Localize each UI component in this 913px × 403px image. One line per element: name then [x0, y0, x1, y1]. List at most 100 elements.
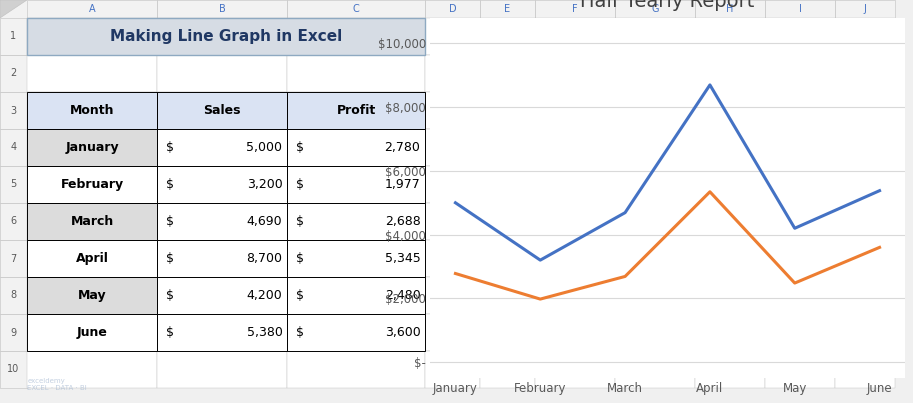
Bar: [0, 0, 835, 18]
Bar: [287, 129, 425, 166]
Bar: [157, 314, 287, 351]
Bar: [27, 240, 157, 277]
Text: $: $: [166, 178, 174, 191]
Bar: [535, 55, 615, 92]
Sales: [535, 258, 546, 262]
Text: 5,380: 5,380: [247, 326, 282, 339]
Bar: [27, 277, 157, 314]
Bar: [0, 55, 27, 92]
Bar: [835, 92, 895, 129]
Text: 5,000: 5,000: [247, 141, 282, 154]
Bar: [835, 55, 895, 92]
Bar: [695, 277, 765, 314]
Bar: [535, 92, 615, 129]
Bar: [535, 18, 615, 55]
Bar: [157, 92, 287, 129]
Bar: [615, 314, 695, 351]
Bar: [27, 240, 157, 277]
Bar: [157, 129, 287, 166]
Bar: [287, 0, 425, 18]
Bar: [287, 240, 425, 277]
Bar: [425, 351, 480, 388]
Bar: [615, 203, 695, 240]
Text: Sales: Sales: [204, 104, 241, 117]
Bar: [157, 203, 287, 240]
Text: F: F: [572, 4, 578, 14]
Bar: [765, 0, 835, 18]
Bar: [0, 166, 27, 203]
Bar: [695, 166, 765, 203]
Profit: [705, 189, 716, 194]
Bar: [287, 55, 425, 92]
Bar: [695, 351, 765, 388]
Text: 4,690: 4,690: [247, 215, 282, 228]
Bar: [425, 0, 480, 18]
Bar: [287, 92, 425, 129]
Text: E: E: [505, 4, 510, 14]
Text: June: June: [77, 326, 108, 339]
Bar: [425, 55, 480, 92]
Bar: [480, 92, 535, 129]
Bar: [835, 0, 895, 18]
Text: $: $: [296, 326, 304, 339]
Bar: [695, 314, 765, 351]
Bar: [695, 55, 765, 92]
Text: $: $: [296, 141, 304, 154]
Bar: [287, 166, 425, 203]
Bar: [535, 277, 615, 314]
Bar: [157, 92, 287, 129]
Bar: [27, 314, 157, 351]
Bar: [0, 92, 27, 129]
Text: May: May: [78, 289, 106, 302]
Bar: [765, 240, 835, 277]
Bar: [27, 18, 157, 55]
Bar: [695, 203, 765, 240]
Sales: [874, 188, 885, 193]
Bar: [157, 0, 287, 18]
Text: 1: 1: [10, 31, 16, 42]
Bar: [425, 314, 480, 351]
Bar: [287, 18, 425, 55]
Text: 3,600: 3,600: [384, 326, 420, 339]
Bar: [480, 277, 535, 314]
Profit: [620, 274, 631, 279]
Text: H: H: [727, 4, 734, 14]
Bar: [765, 166, 835, 203]
Text: Profit: Profit: [336, 104, 375, 117]
Bar: [27, 351, 157, 388]
Bar: [27, 129, 157, 166]
Text: D: D: [448, 4, 456, 14]
Bar: [480, 240, 535, 277]
Bar: [157, 314, 287, 351]
Bar: [615, 240, 695, 277]
Text: 4,200: 4,200: [247, 289, 282, 302]
Text: $: $: [296, 252, 304, 265]
Bar: [835, 129, 895, 166]
Bar: [835, 166, 895, 203]
Bar: [535, 314, 615, 351]
Bar: [425, 166, 480, 203]
Text: April: April: [76, 252, 109, 265]
Bar: [835, 18, 895, 55]
Bar: [835, 351, 895, 388]
Bar: [480, 314, 535, 351]
Bar: [287, 314, 425, 351]
Bar: [157, 240, 287, 277]
Bar: [695, 129, 765, 166]
Text: 4: 4: [10, 143, 16, 152]
Bar: [287, 129, 425, 166]
Bar: [695, 240, 765, 277]
Bar: [157, 351, 287, 388]
Bar: [27, 55, 157, 92]
Bar: [27, 92, 157, 129]
Polygon shape: [0, 0, 27, 18]
Bar: [287, 314, 425, 351]
Bar: [765, 314, 835, 351]
Text: 5,345: 5,345: [384, 252, 420, 265]
Bar: [425, 203, 480, 240]
Text: 6: 6: [10, 216, 16, 226]
Text: 5: 5: [10, 179, 16, 189]
Bar: [695, 0, 765, 18]
Profit: [789, 280, 800, 285]
Bar: [157, 18, 287, 55]
